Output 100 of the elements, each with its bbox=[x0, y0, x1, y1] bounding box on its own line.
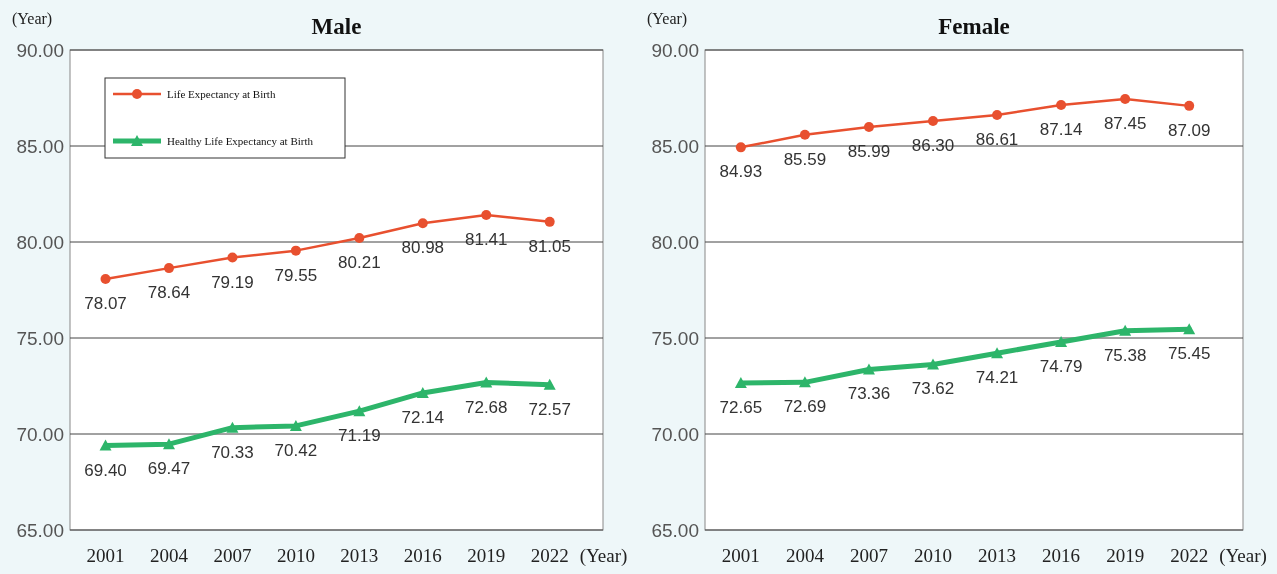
data-label: 71.19 bbox=[338, 426, 381, 446]
x-tick-label: 2016 bbox=[1042, 545, 1081, 566]
data-label: 75.38 bbox=[1103, 345, 1147, 365]
point bbox=[289, 419, 302, 431]
data-label: 87.14 bbox=[1039, 119, 1083, 139]
point bbox=[543, 378, 556, 390]
data-label: 80.98 bbox=[401, 238, 445, 258]
point bbox=[1120, 93, 1131, 104]
point bbox=[927, 358, 940, 370]
y-tick-label: 90.00 bbox=[16, 39, 64, 61]
point bbox=[991, 347, 1004, 359]
x-tick-label: 2013 bbox=[340, 545, 379, 566]
y-tick-label: 85.00 bbox=[651, 135, 699, 157]
y-tick-label: 90.00 bbox=[651, 39, 699, 61]
data-label: 72.68 bbox=[464, 397, 508, 417]
x-tick-label: 2022 bbox=[530, 545, 569, 566]
data-label: 74.79 bbox=[1039, 357, 1083, 377]
point bbox=[290, 245, 301, 256]
y-tick-label: 85.00 bbox=[16, 135, 64, 157]
legend-label: Healthy Life Expectancy at Birth bbox=[167, 134, 314, 147]
point bbox=[353, 405, 366, 417]
data-label: 74.21 bbox=[975, 368, 1019, 388]
point bbox=[416, 386, 429, 398]
chart-title: Male bbox=[311, 14, 362, 39]
point bbox=[1183, 323, 1196, 335]
y-tick-label: 80.00 bbox=[651, 231, 699, 253]
x-tick-label: 2022 bbox=[1170, 545, 1209, 566]
data-label: 81.05 bbox=[528, 236, 571, 256]
y-tick-label: 70.00 bbox=[651, 423, 699, 445]
point bbox=[481, 209, 492, 220]
data-label: 75.45 bbox=[1167, 344, 1211, 364]
x-tick-label: 2016 bbox=[403, 545, 442, 566]
point bbox=[799, 129, 810, 140]
point bbox=[417, 218, 428, 229]
data-label: 72.69 bbox=[783, 397, 827, 417]
y-tick-label: 80.00 bbox=[16, 231, 64, 253]
point bbox=[1184, 100, 1195, 111]
point bbox=[354, 232, 365, 243]
data-label: 69.40 bbox=[84, 460, 127, 480]
y-axis-title: (Year) bbox=[12, 10, 53, 28]
data-label: 86.30 bbox=[911, 136, 955, 156]
data-label: 73.36 bbox=[847, 384, 891, 404]
y-tick-label: 75.00 bbox=[651, 327, 699, 349]
y-tick-label: 75.00 bbox=[16, 327, 64, 349]
point bbox=[1055, 336, 1068, 348]
x-tick-label: 2001 bbox=[86, 545, 125, 566]
data-label: 78.64 bbox=[147, 283, 191, 303]
point bbox=[798, 376, 811, 388]
point bbox=[863, 121, 874, 132]
y-tick-label: 65.00 bbox=[16, 519, 64, 541]
point bbox=[227, 252, 238, 263]
data-label: 70.33 bbox=[211, 442, 254, 462]
chart-title: Female bbox=[938, 14, 1010, 39]
data-label: 72.14 bbox=[401, 407, 445, 427]
x-tick-label: 2004 bbox=[149, 545, 189, 566]
data-label: 79.55 bbox=[274, 265, 318, 285]
point bbox=[162, 438, 175, 450]
data-label: 87.09 bbox=[1167, 120, 1211, 140]
data-label: 84.93 bbox=[719, 162, 763, 182]
data-label: 85.99 bbox=[847, 141, 891, 161]
point bbox=[99, 439, 112, 451]
point bbox=[734, 377, 747, 389]
legend-label: Life Expectancy at Birth bbox=[167, 87, 276, 100]
x-tick-label: 2007 bbox=[849, 545, 888, 566]
y-axis-title: (Year) bbox=[647, 10, 688, 28]
data-label: 78.07 bbox=[84, 294, 127, 314]
x-tick-label: 2019 bbox=[1106, 545, 1145, 566]
data-label: 85.59 bbox=[783, 149, 827, 169]
y-tick-label: 65.00 bbox=[651, 519, 699, 541]
x-tick-label: 2013 bbox=[978, 545, 1017, 566]
data-label: 73.62 bbox=[911, 379, 955, 399]
x-tick-label: 2019 bbox=[467, 545, 506, 566]
point bbox=[862, 363, 875, 375]
point bbox=[992, 110, 1003, 121]
data-label: 86.61 bbox=[975, 130, 1019, 150]
data-label: 72.65 bbox=[719, 398, 763, 418]
x-axis-title: (Year) bbox=[579, 545, 628, 567]
data-label: 72.57 bbox=[528, 399, 571, 419]
point bbox=[1119, 324, 1132, 336]
data-label: 79.19 bbox=[211, 272, 254, 292]
data-label: 87.45 bbox=[1103, 113, 1147, 133]
point bbox=[226, 421, 239, 433]
x-tick-label: 2001 bbox=[721, 545, 760, 566]
point bbox=[1056, 99, 1067, 110]
data-label: 69.47 bbox=[147, 459, 191, 479]
point bbox=[163, 263, 174, 274]
point bbox=[735, 142, 746, 153]
x-axis-title: (Year) bbox=[1219, 545, 1267, 567]
x-tick-label: 2010 bbox=[914, 545, 953, 566]
x-tick-label: 2010 bbox=[276, 545, 315, 566]
x-tick-label: 2007 bbox=[213, 545, 252, 566]
point bbox=[928, 116, 939, 127]
point bbox=[544, 216, 555, 227]
data-label: 80.21 bbox=[338, 252, 381, 272]
point bbox=[100, 274, 111, 285]
x-tick-label: 2004 bbox=[785, 545, 825, 566]
data-label: 70.42 bbox=[274, 440, 318, 460]
data-label: 81.41 bbox=[464, 229, 508, 249]
point bbox=[480, 376, 493, 388]
y-tick-label: 70.00 bbox=[16, 423, 64, 445]
